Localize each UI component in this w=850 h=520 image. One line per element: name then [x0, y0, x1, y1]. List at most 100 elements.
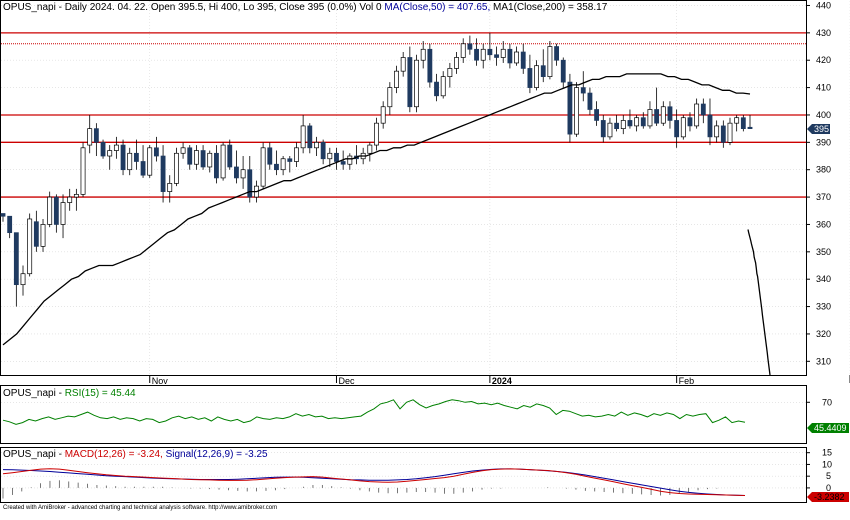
price-tick-label: 350 — [816, 247, 831, 257]
candle-body — [534, 65, 539, 88]
price-tick-label: 390 — [816, 137, 831, 147]
candle-body — [214, 152, 219, 179]
candle-body — [420, 48, 426, 61]
candle-body — [27, 218, 33, 275]
candle-body — [274, 163, 279, 171]
candle-body — [347, 155, 353, 165]
candle-body — [120, 144, 126, 171]
candle-body — [340, 161, 346, 165]
candle-body — [467, 43, 473, 50]
candle-body — [647, 109, 653, 127]
candle-body — [474, 48, 479, 61]
rsi-value: 45.4409 — [814, 423, 847, 433]
last-price-tag: 395 — [807, 124, 830, 134]
macd-value-tag: -3.2382 — [807, 492, 849, 502]
candle-body — [227, 144, 233, 168]
candle-body — [147, 147, 153, 176]
candle-body — [574, 87, 580, 135]
candle-body — [100, 141, 106, 157]
rsi-symbol: OPUS_napi - — [3, 388, 65, 399]
macd-label: MACD(12,26) = -3.24, — [65, 449, 166, 460]
candle-body — [294, 147, 299, 162]
candle-body — [447, 68, 453, 77]
candle-body — [740, 117, 746, 129]
symbol-label: OPUS_napi — [3, 2, 56, 13]
candle-body — [127, 152, 133, 171]
month-label: Feb — [679, 376, 695, 386]
candle-body — [180, 147, 186, 154]
quote-info: - Daily 2024. 04. 22. Open 395.5, Hi 400… — [56, 2, 385, 13]
price-tick-label: 360 — [816, 219, 831, 229]
candle-body — [414, 59, 419, 108]
price-tick-label: 330 — [816, 302, 831, 312]
candle-body — [140, 161, 146, 176]
candle-body — [614, 122, 620, 129]
rsi-value-tag: 45.4409 — [807, 423, 849, 433]
candle-body — [500, 48, 506, 58]
rsi-tick-label: 70 — [822, 397, 832, 407]
candle-body — [720, 125, 726, 143]
candle-body — [554, 46, 559, 61]
candle-body — [494, 54, 499, 58]
price-tick-label: 410 — [816, 83, 831, 93]
candle-body — [587, 92, 593, 110]
macd-header: OPUS_napi - MACD(12,26) = -3.24, Signal(… — [3, 449, 268, 460]
macd-tick-label: 5 — [826, 471, 831, 481]
candle-body — [113, 144, 119, 151]
candle-body — [47, 196, 53, 225]
candle-body — [287, 158, 293, 162]
candle-body — [67, 196, 73, 203]
candle-body — [567, 81, 573, 135]
macd-tick-label: 10 — [822, 459, 832, 469]
candle-body — [73, 193, 79, 198]
ma50-line — [2, 73, 751, 346]
candle-body — [434, 81, 439, 97]
candle-body — [280, 158, 286, 171]
candle-body — [220, 144, 226, 179]
price-header: OPUS_napi - Daily 2024. 04. 22. Open 395… — [3, 2, 608, 13]
candle-body — [260, 147, 266, 187]
rsi-line — [2, 399, 746, 425]
ma50-label: MA(Close,50) = 407.65, — [384, 2, 490, 13]
candle-body — [734, 117, 740, 124]
last-price-value: 395 — [814, 124, 829, 134]
candle-body — [80, 147, 86, 195]
month-label: 2024 — [492, 376, 512, 386]
candle-body — [53, 196, 59, 225]
candle-body — [714, 125, 720, 138]
price-tick-label: 370 — [816, 192, 831, 202]
candle-body — [687, 117, 693, 127]
candle-body — [627, 120, 633, 127]
candle-body — [167, 183, 173, 192]
candle-body — [727, 122, 733, 143]
candle-body — [93, 128, 99, 143]
candle-body — [427, 48, 433, 83]
candle-body — [507, 48, 513, 64]
candle-body — [13, 232, 19, 286]
candle-body — [640, 117, 646, 127]
candle-body — [0, 213, 6, 217]
candle-body — [187, 147, 193, 165]
rsi-header: OPUS_napi - RSI(15) = 45.44 — [3, 388, 136, 399]
candle-body — [514, 51, 519, 64]
candle-body — [133, 152, 139, 162]
candle-body — [674, 120, 680, 138]
candle-body — [547, 46, 553, 77]
candle-body — [527, 68, 533, 88]
candle-body — [680, 117, 686, 138]
candle-body — [314, 141, 319, 149]
price-tick-label: 340 — [816, 274, 831, 284]
candle-body — [327, 152, 333, 160]
candle-body — [33, 221, 39, 247]
candle-body — [40, 224, 46, 247]
candle-body — [107, 150, 113, 157]
signal-label: Signal(12,26,9) = -3.25 — [166, 449, 268, 460]
candle-body — [594, 109, 600, 121]
price-tick-label: 320 — [816, 329, 831, 339]
candle-body — [387, 87, 393, 108]
candle-body — [694, 103, 700, 127]
candle-body — [320, 141, 326, 160]
candle-body — [240, 169, 246, 179]
candle-body — [234, 166, 239, 179]
